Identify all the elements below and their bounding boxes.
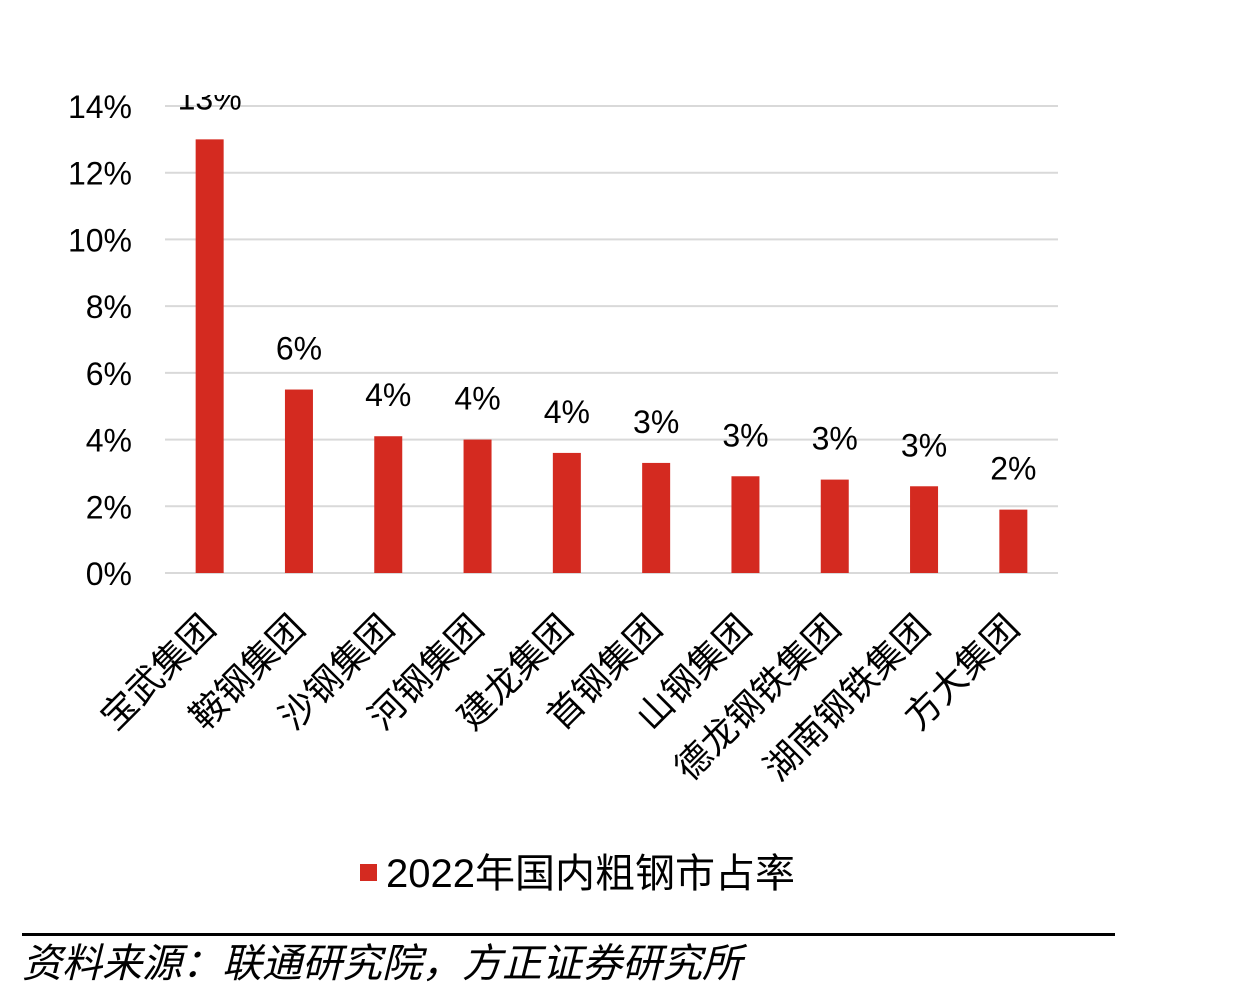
data-label-7: 3% [812,421,858,457]
data-label-5: 3% [633,404,679,440]
source-note: 资料来源：联通研究院，方正证券研究所 [22,941,748,987]
legend: 2022年国内粗钢市占率 [360,852,795,896]
y-tick-label-3: 6% [86,356,132,392]
bar-8 [910,486,939,573]
data-label-3: 4% [454,381,500,417]
legend-swatch [360,864,377,881]
y-tick-label-6: 12% [68,156,132,192]
bar-4 [552,452,581,573]
bar-7 [820,479,849,573]
bar-3 [463,439,492,573]
data-label-8: 3% [901,427,947,463]
data-label-2: 4% [365,377,411,413]
bars [195,139,1028,573]
bar-5 [642,462,671,573]
bar-2 [374,436,403,573]
data-label-6: 3% [722,417,768,453]
y-tick-label-4: 8% [86,289,132,325]
y-tick-label-1: 2% [86,489,132,525]
bar-9 [999,509,1028,573]
data-labels: 13% 6% 4% 4% 4% 3% 3% 3% 3% 2% [178,80,1037,487]
gridlines [165,105,1058,574]
data-label-9: 2% [990,451,1036,487]
data-label-0: 13% [178,80,242,116]
bar-0 [195,139,224,573]
y-axis-tick-labels: 0% 2% 4% 6% 8% 10% 12% 14% [68,89,132,592]
category-labels: 宝武集团鞍钢集团沙钢集团河钢集团建龙集团首钢集团山钢集团德龙钢铁集团湖南钢铁集团… [93,607,1028,789]
legend-label: 2022年国内粗钢市占率 [386,852,795,896]
y-tick-label-2: 4% [86,423,132,459]
bar-1 [284,389,313,573]
data-label-4: 4% [544,394,590,430]
y-tick-label-0: 0% [86,556,132,592]
y-tick-label-5: 10% [68,222,132,258]
y-tick-label-7: 14% [68,89,132,125]
bar-6 [731,476,760,573]
data-label-1: 6% [276,331,322,367]
